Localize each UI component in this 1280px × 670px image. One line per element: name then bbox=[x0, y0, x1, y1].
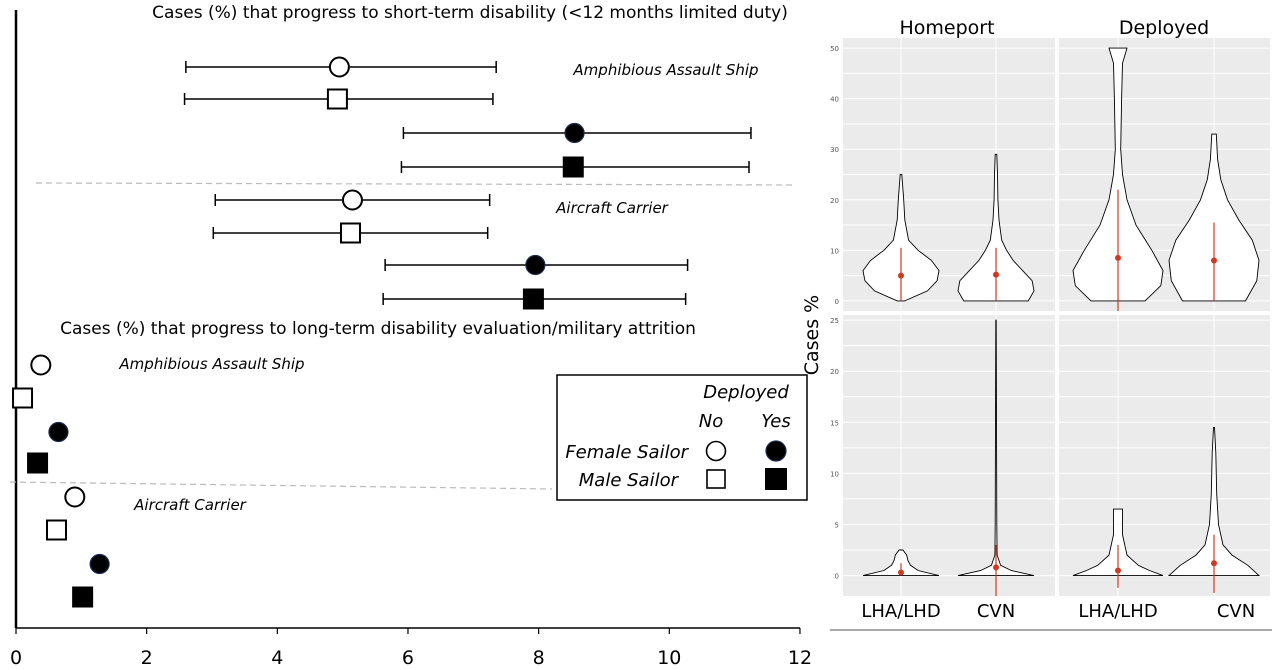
legend-male-label: Male Sailor bbox=[579, 470, 680, 491]
y-tick-label: 15 bbox=[830, 419, 839, 427]
point-female-homeport bbox=[30, 354, 52, 376]
x-label-homeport-cvn: CVN bbox=[977, 601, 1015, 622]
mean-point-cvn bbox=[1211, 560, 1217, 567]
point-male-deployed bbox=[562, 156, 584, 178]
point-male-homeport bbox=[46, 519, 68, 541]
point-male-homeport bbox=[326, 88, 348, 110]
mean-point-lha bbox=[1115, 567, 1121, 574]
point-female-deployed bbox=[48, 421, 69, 443]
violin-grid: Homeport Deployed Cases % LHA/LHD CVN LH… bbox=[801, 17, 1272, 631]
x-tick-label: 4 bbox=[271, 647, 283, 669]
group-label-carrier-long: Aircraft Carrier bbox=[133, 496, 247, 514]
mean-point-lha bbox=[1115, 254, 1121, 261]
forest-plot: 0 2 4 6 8 10 12 Cases (%) that progress to sho… bbox=[10, 3, 812, 669]
legend-yes-label: Yes bbox=[761, 411, 790, 432]
panel-homeport-2: 0 5 10 15 20 25 bbox=[830, 315, 1055, 596]
x-tick-label: 2 bbox=[141, 647, 153, 669]
violin-lha bbox=[862, 549, 940, 577]
legend-no-label: No bbox=[699, 411, 723, 432]
point-male-deployed bbox=[27, 452, 49, 474]
y-tick-label: 50 bbox=[830, 45, 839, 53]
group-label-carrier-short: Aircraft Carrier bbox=[555, 199, 669, 217]
mean-point-lha bbox=[898, 272, 904, 279]
column-header-homeport: Homeport bbox=[899, 17, 994, 39]
y-tick-label: 0 bbox=[835, 573, 839, 581]
violin-panels: 0 10 20 30 40 50 0 5 10 15 20 25 bbox=[830, 38, 1270, 596]
point-male-homeport bbox=[12, 387, 34, 409]
x-tick-label: 8 bbox=[533, 647, 545, 669]
violin-lha bbox=[1072, 47, 1164, 302]
mean-point-lha bbox=[898, 569, 904, 576]
panel-background bbox=[843, 315, 1055, 596]
column-header-deployed: Deployed bbox=[1119, 17, 1209, 39]
x-tick-label: 6 bbox=[402, 647, 414, 669]
violin-lha bbox=[1072, 508, 1164, 577]
panel-deployed-2 bbox=[1059, 315, 1270, 596]
y-tick-label: 20 bbox=[830, 197, 839, 205]
legend-female-yes-marker bbox=[765, 440, 787, 462]
x-label-homeport-lha: LHA/LHD bbox=[861, 601, 940, 622]
group-label-amphibious-long: Amphibious Assault Ship bbox=[118, 355, 304, 373]
violin-lha bbox=[862, 174, 940, 302]
panel-deployed-1 bbox=[1059, 38, 1270, 311]
violin-cvn bbox=[1167, 426, 1261, 577]
point-female-homeport bbox=[341, 189, 363, 211]
short-term-title: Cases (%) that progress to short-term di… bbox=[152, 3, 788, 23]
point-female-homeport bbox=[328, 56, 350, 78]
y-tick-label: 30 bbox=[830, 146, 839, 154]
violin-cvn bbox=[957, 153, 1035, 302]
mean-point-cvn bbox=[1211, 257, 1217, 264]
point-female-homeport bbox=[64, 486, 86, 508]
violin-cvn bbox=[957, 319, 1035, 577]
y-axis-label: Cases % bbox=[801, 295, 823, 376]
y-tick-label: 10 bbox=[830, 470, 839, 478]
long-term-title: Cases (%) that progress to long-term dis… bbox=[60, 319, 696, 339]
point-male-deployed bbox=[522, 288, 544, 310]
mean-point-cvn bbox=[993, 564, 999, 571]
point-male-deployed bbox=[72, 586, 94, 608]
point-female-deployed bbox=[564, 122, 585, 144]
panel-background bbox=[1059, 315, 1270, 596]
point-male-homeport bbox=[339, 222, 361, 244]
group-divider-long bbox=[9, 481, 553, 490]
legend: Deployed No Yes Female Sailor Male Sailo… bbox=[556, 374, 808, 501]
group-label-amphibious-short: Amphibious Assault Ship bbox=[572, 61, 758, 79]
group-divider-short bbox=[35, 182, 797, 186]
x-tick-label: 12 bbox=[788, 647, 812, 669]
forest-marks bbox=[12, 56, 752, 608]
y-tick-label: 40 bbox=[830, 96, 839, 104]
x-tick-label: 10 bbox=[657, 647, 681, 669]
legend-male-yes-marker bbox=[765, 468, 787, 490]
violin-cvn bbox=[1168, 133, 1260, 302]
legend-female-label: Female Sailor bbox=[565, 442, 689, 463]
x-axis-ticks: 0 2 4 6 8 10 12 bbox=[10, 628, 812, 669]
x-tick-label: 0 bbox=[10, 647, 22, 669]
y-tick-label: 25 bbox=[830, 317, 839, 325]
legend-male-no-marker bbox=[706, 469, 726, 489]
panel-homeport-1: 0 10 20 30 40 50 bbox=[830, 38, 1055, 311]
y-tick-label: 10 bbox=[830, 247, 839, 255]
legend-title: Deployed bbox=[703, 382, 789, 403]
x-label-deployed-cvn: CVN bbox=[1217, 601, 1255, 622]
point-female-deployed bbox=[525, 254, 546, 276]
y-tick-label: 0 bbox=[835, 298, 839, 306]
y-tick-label: 20 bbox=[830, 368, 839, 376]
x-label-deployed-lha: LHA/LHD bbox=[1078, 601, 1157, 622]
point-female-deployed bbox=[89, 553, 110, 575]
y-tick-label: 5 bbox=[835, 521, 839, 529]
mean-point-cvn bbox=[993, 271, 999, 278]
legend-female-no-marker bbox=[705, 440, 727, 462]
